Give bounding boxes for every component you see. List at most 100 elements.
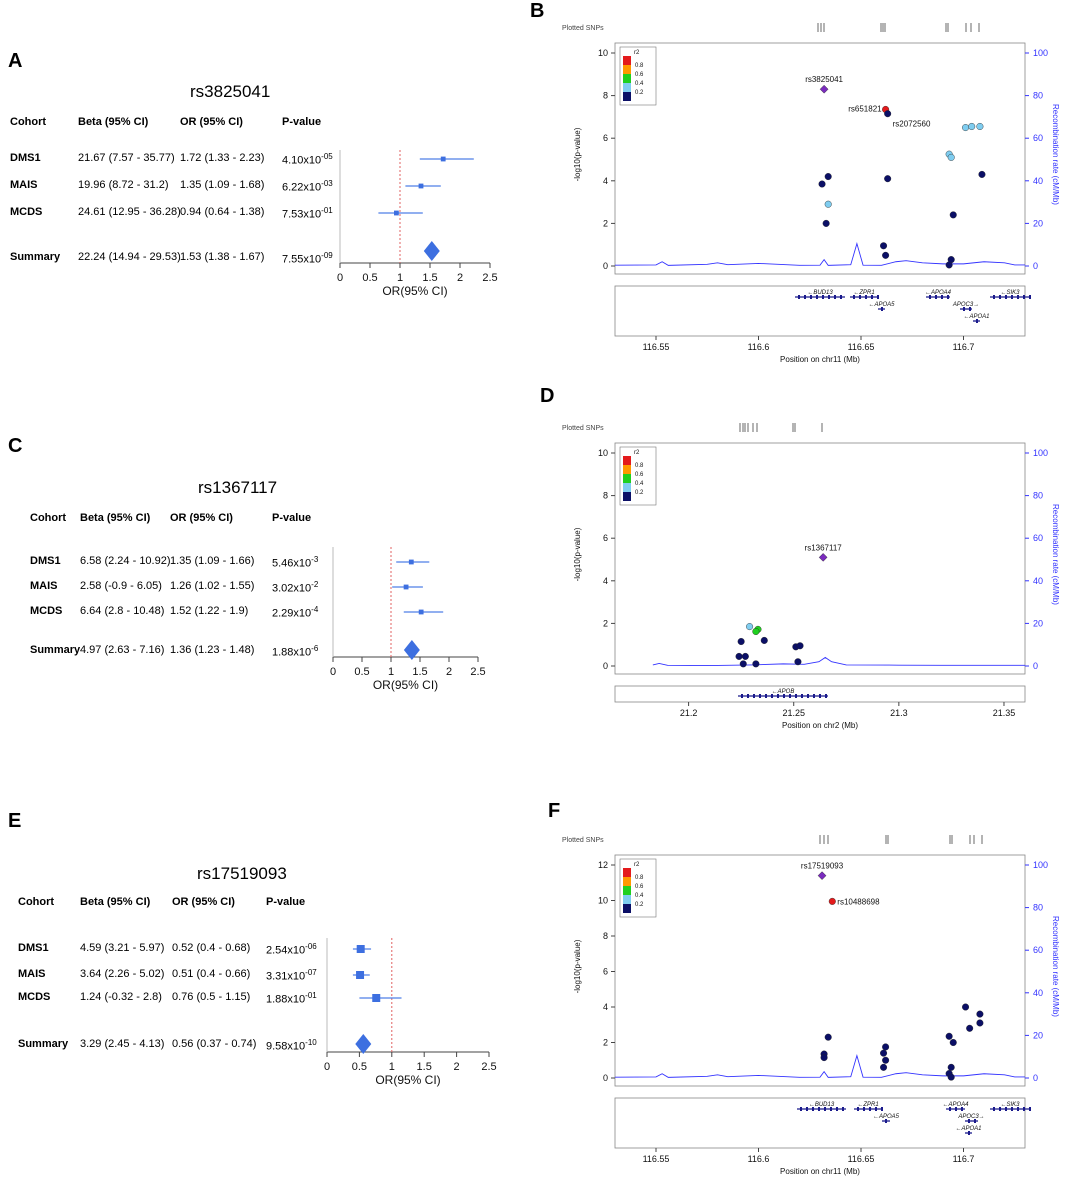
- column-header-p: P-value: [272, 512, 312, 524]
- gene-exon: [822, 295, 824, 299]
- summary-row-pvalue: 1.88x10-6: [272, 644, 318, 659]
- snp-point: [947, 153, 955, 161]
- y2-tick-label: 0: [1033, 1073, 1038, 1083]
- y-axis-label: -log10(p-value): [573, 127, 582, 181]
- point-estimate: [403, 584, 409, 590]
- pvalue-exponent: -3: [311, 555, 319, 564]
- column-header-beta: Beta (95% CI): [80, 896, 151, 908]
- snp-point: [882, 1043, 890, 1051]
- gene-track-frame: [614, 1097, 1026, 1149]
- pvalue-exponent: -10: [305, 1038, 317, 1047]
- legend-title: r2: [634, 862, 640, 868]
- summary-diamond: [423, 241, 440, 261]
- summary-row-cohort: Summary: [18, 1038, 69, 1050]
- gene-label: ←APOB: [772, 689, 795, 695]
- lead-snp-label: rs17519093: [801, 862, 844, 871]
- gene-label: ←ZPR1: [853, 290, 874, 296]
- y-axis-label: -log10(p-value): [573, 527, 582, 581]
- gene-exon: [807, 694, 809, 698]
- summary-row-pvalue: 7.55x10-09: [282, 251, 333, 266]
- gene-exon: [806, 1107, 808, 1111]
- gene-exon: [1017, 295, 1019, 299]
- point-estimate: [356, 971, 365, 979]
- gene-exon: [869, 1107, 871, 1111]
- cohort-row-beta: 21.67 (7.57 - 35.77): [78, 152, 175, 164]
- panel-label-b: B: [530, 0, 545, 22]
- x-tick-label: 116.55: [643, 1154, 670, 1164]
- y2-axis-label: Recombination rate (cM/Mb): [1051, 504, 1060, 605]
- x-tick-label: 1: [389, 1061, 395, 1073]
- summary-row-cohort: Summary: [30, 644, 81, 656]
- cohort-row-pvalue: 3.02x10-2: [272, 580, 318, 595]
- y2-tick-label: 80: [1033, 903, 1043, 913]
- y-axis-label: -log10(p-value): [573, 939, 582, 993]
- y-tick-label: 8: [603, 491, 608, 501]
- gene-exon: [1029, 295, 1031, 299]
- recombination-line: [614, 1054, 1025, 1078]
- pvalue-base: 7.53x10: [282, 208, 322, 221]
- gene-label: ←APOA5: [868, 302, 895, 308]
- y2-axis-label: Recombination rate (cM/Mb): [1051, 104, 1060, 205]
- gene-exon: [771, 694, 773, 698]
- snp-point: [949, 211, 957, 219]
- gene-exon: [881, 1107, 883, 1111]
- x-tick-label: 2.5: [482, 272, 497, 284]
- cohort-row-cohort: MAIS: [30, 580, 58, 592]
- legend-tick: 0.8: [635, 463, 644, 469]
- gene-exon: [834, 295, 836, 299]
- snp-title: rs3825041: [190, 82, 271, 101]
- column-header-cohort: Cohort: [30, 512, 67, 524]
- locuszoom-svg: Plotted SNPs 0 2 4 6 8 10 12 -log10(p-value) 0 20 4…: [562, 835, 1060, 1176]
- pvalue-exponent: -01: [321, 206, 333, 215]
- legend-swatch: [623, 74, 631, 83]
- x-tick-label: 21.35: [993, 708, 1016, 718]
- legend-swatch: [623, 65, 631, 74]
- forest-svg: 0 0.5 1 1.5 2 2.5 OR(95% CI): [330, 547, 486, 692]
- gene-label: ←APOA4: [942, 1102, 969, 1108]
- plot-frame: [614, 442, 1026, 675]
- x-tick-label: 2: [457, 272, 463, 284]
- gene-exon: [840, 295, 842, 299]
- cohort-row-cohort: DMS1: [30, 555, 61, 567]
- legend-title: r2: [634, 450, 640, 456]
- gene-label: ←BUD13: [809, 1102, 835, 1108]
- gene-exon: [857, 1107, 859, 1111]
- gene-exon: [1017, 1107, 1019, 1111]
- cohort-row-or: 0.51 (0.4 - 0.66): [172, 968, 251, 980]
- y2-tick-label: 40: [1033, 576, 1043, 586]
- snp-point: [752, 627, 760, 635]
- y-tick-label: 6: [603, 133, 608, 143]
- pvalue-base: 9.58x10: [266, 1040, 306, 1053]
- cohort-row-pvalue: 3.31x10-07: [266, 968, 317, 983]
- gene-label: ←APOA1: [963, 314, 989, 320]
- x-axis-label: Position on chr2 (Mb): [782, 721, 858, 730]
- summary-diamond: [403, 640, 420, 660]
- gene-exon: [818, 1107, 820, 1111]
- plotted-snps-label: Plotted SNPs: [562, 25, 604, 32]
- summary-row-beta: 3.29 (2.45 - 4.13): [80, 1038, 165, 1050]
- snp-point: [884, 110, 892, 118]
- cohort-row-or: 1.35 (1.09 - 1.66): [170, 555, 255, 567]
- locuszoom-plot-d: Plotted SNPs 0 2 4 6 8 10 -log10(p-value) 0 20 40 6…: [560, 418, 1060, 773]
- snp-point: [741, 652, 749, 660]
- x-tick-label: 0.5: [362, 272, 377, 284]
- gene-exon: [804, 295, 806, 299]
- point-estimate: [372, 994, 381, 1002]
- gene-exon: [1005, 1107, 1007, 1111]
- gene-exon: [1011, 295, 1013, 299]
- x-tick-label: 1: [397, 272, 403, 284]
- snp-point: [962, 1003, 970, 1011]
- y-tick-label: 4: [603, 1002, 608, 1012]
- x-tick-label: 1.5: [412, 666, 427, 678]
- x-tick-label: 21.2: [680, 708, 698, 718]
- snp-point: [735, 652, 743, 660]
- gene-exon: [947, 295, 949, 299]
- summary-row-beta: 4.97 (2.63 - 7.16): [80, 644, 165, 656]
- gene-label: ←APOA5: [873, 1114, 900, 1120]
- gene-exon: [968, 1119, 970, 1123]
- point-estimate: [418, 609, 424, 615]
- gene-exon: [976, 319, 978, 323]
- panel-label-c: C: [8, 435, 23, 457]
- gene-label: ←APOA4: [925, 290, 952, 296]
- cohort-row-cohort: MAIS: [18, 968, 46, 980]
